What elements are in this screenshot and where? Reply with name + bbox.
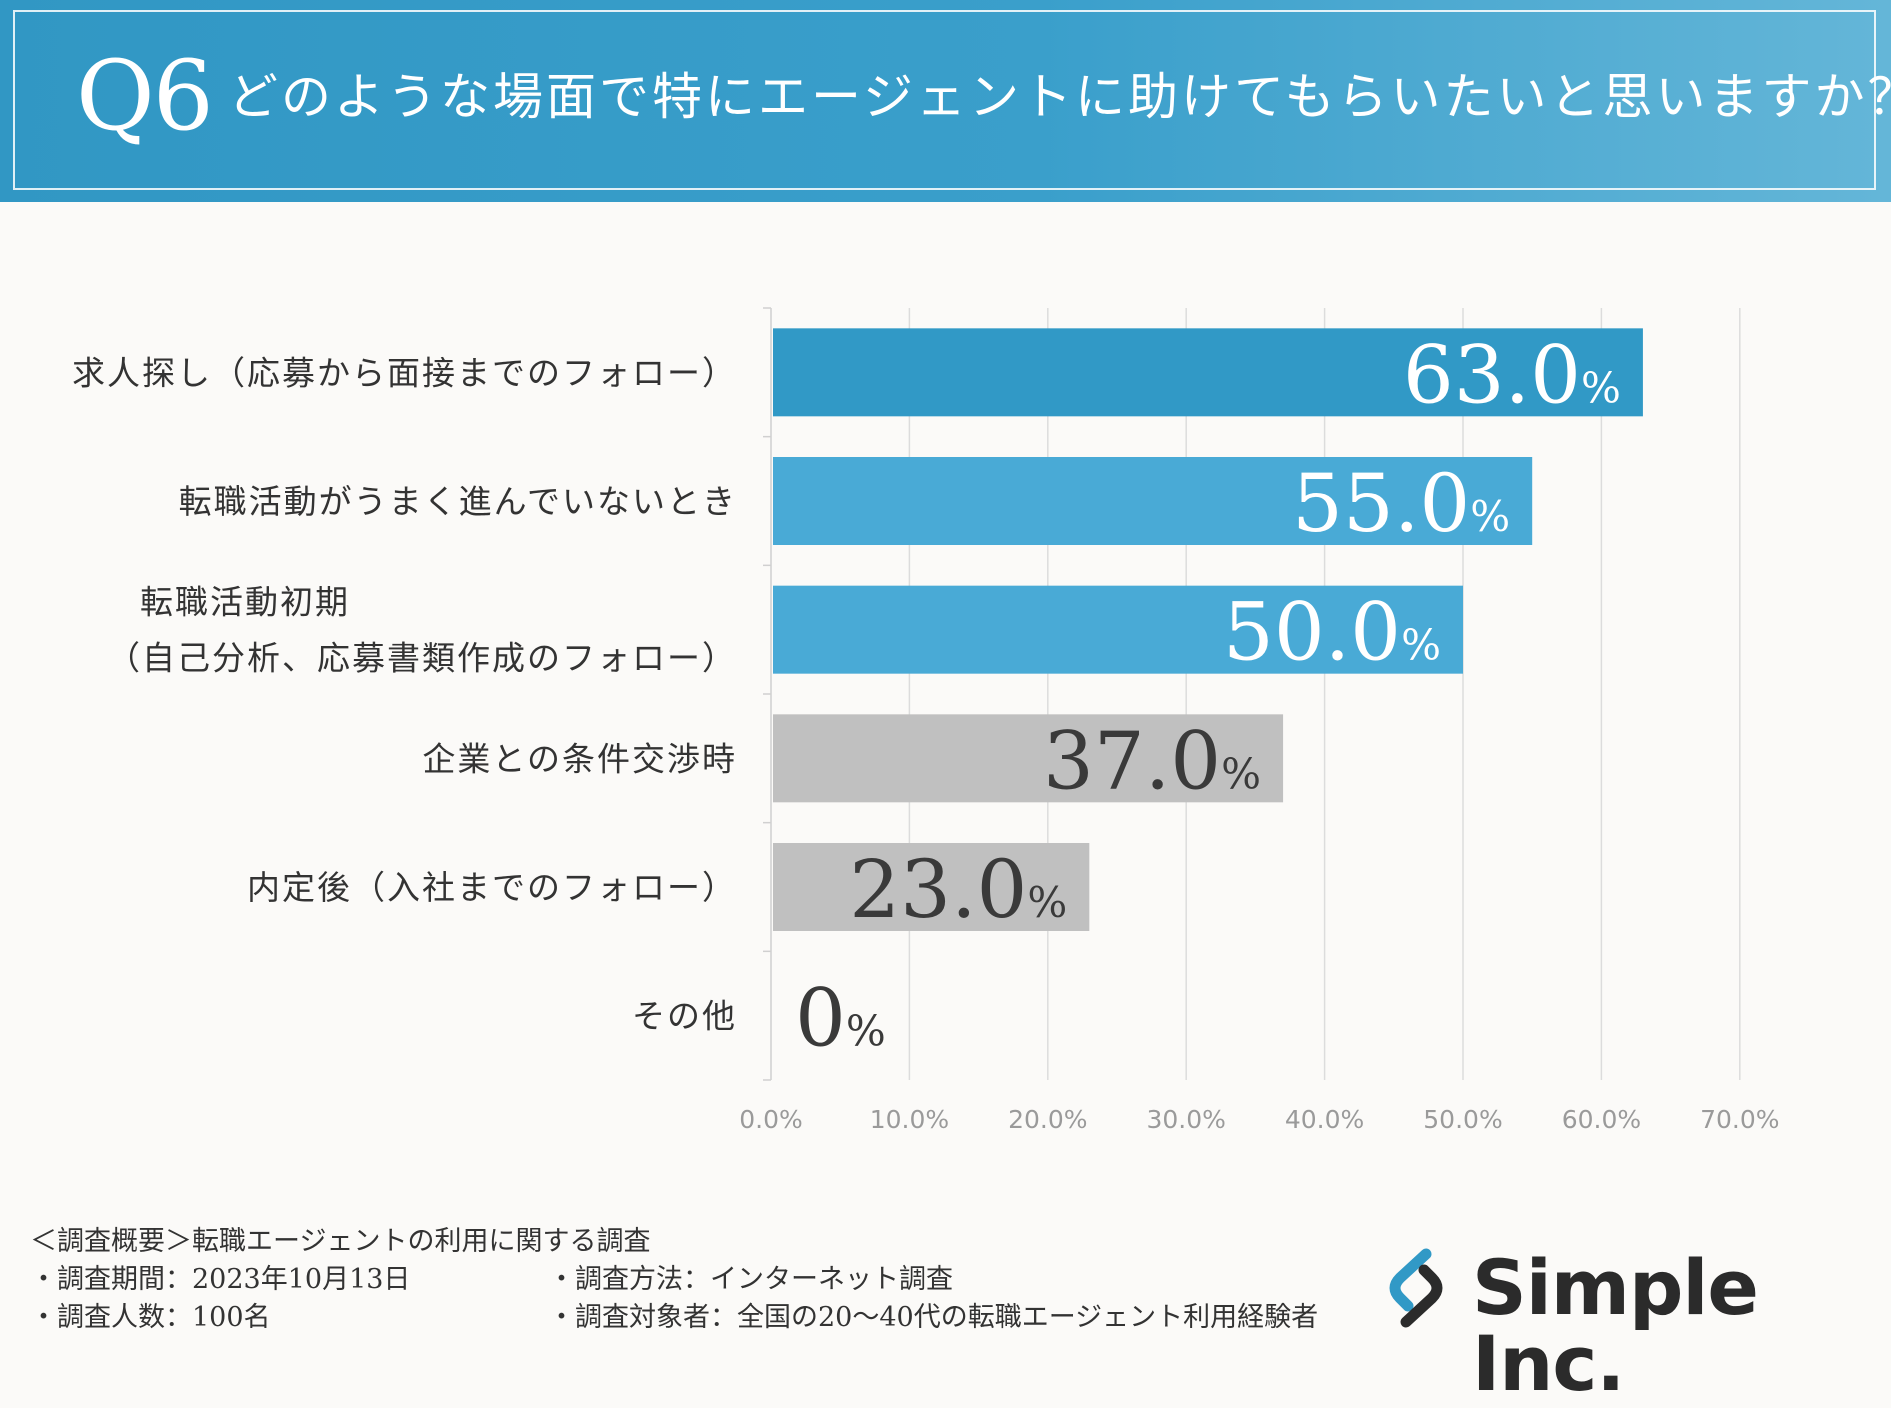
x-tick-label: 60.0% (1562, 1105, 1641, 1134)
bar-chart: 0.0% 10.0% 20.0% 30.0% 40.0% 50.0% 60.0% 70.0% 求… (72, 307, 1780, 1134)
x-tick-label: 20.0% (1008, 1105, 1087, 1134)
value-label: 0% (795, 972, 886, 1065)
category-label: 転職活動がうまく進んでいないとき (179, 482, 737, 521)
value-label: 37.0% (1043, 714, 1261, 807)
logo-mark-icon (1389, 1248, 1443, 1328)
bar (773, 843, 1090, 931)
question-text: どのような場面で特にエージェントに助けてもらいたいと思いますか？ (228, 68, 1891, 126)
x-tick-label: 40.0% (1285, 1105, 1364, 1134)
bar (773, 585, 1463, 674)
header-banner: Q6 どのような場面で特にエージェントに助けてもらいたいと思いますか？ (0, 0, 1891, 202)
survey-method: ・調査方法：インターネット調査 (548, 1264, 953, 1295)
category-label: 企業との条件交渉時 (422, 739, 737, 778)
survey-target: ・調査対象者：全国の20～40代の転職エージェント利用経験者 (548, 1302, 1319, 1333)
category-label: （自己分析、応募書類作成のフォロー） (107, 639, 737, 678)
value-label: 63.0% (1403, 328, 1621, 421)
survey-count: ・調査人数：100名 (30, 1302, 271, 1333)
survey-title: ＜調査概要＞転職エージェントの利用に関する調査 (30, 1226, 651, 1257)
survey-period: ・調査期間：2023年10月13日 (30, 1264, 411, 1295)
x-tick-label: 10.0% (870, 1105, 949, 1134)
bar (773, 457, 1533, 545)
x-tick-label: 50.0% (1423, 1105, 1502, 1134)
x-tick-label: 0.0% (739, 1105, 803, 1134)
category-label: 転職活動初期 (140, 583, 350, 622)
category-label: その他 (632, 997, 737, 1036)
header-frame (13, 10, 1876, 190)
x-tick-label: 70.0% (1700, 1105, 1779, 1134)
logo-text: Simple Inc. (1472, 1243, 1759, 1408)
category-label: 求人探し（応募から面接までのフォロー） (72, 353, 737, 392)
bar (773, 714, 1284, 803)
question-number: Q6 (76, 40, 214, 152)
x-tick-label: 30.0% (1146, 1105, 1225, 1134)
value-label: 55.0% (1292, 457, 1510, 550)
bar (773, 328, 1643, 417)
value-label: 23.0% (849, 843, 1067, 936)
category-label: 内定後（入社までのフォロー） (247, 868, 737, 907)
company-logo: Simple Inc. (1380, 1246, 1860, 1402)
value-label: 50.0% (1223, 586, 1441, 679)
